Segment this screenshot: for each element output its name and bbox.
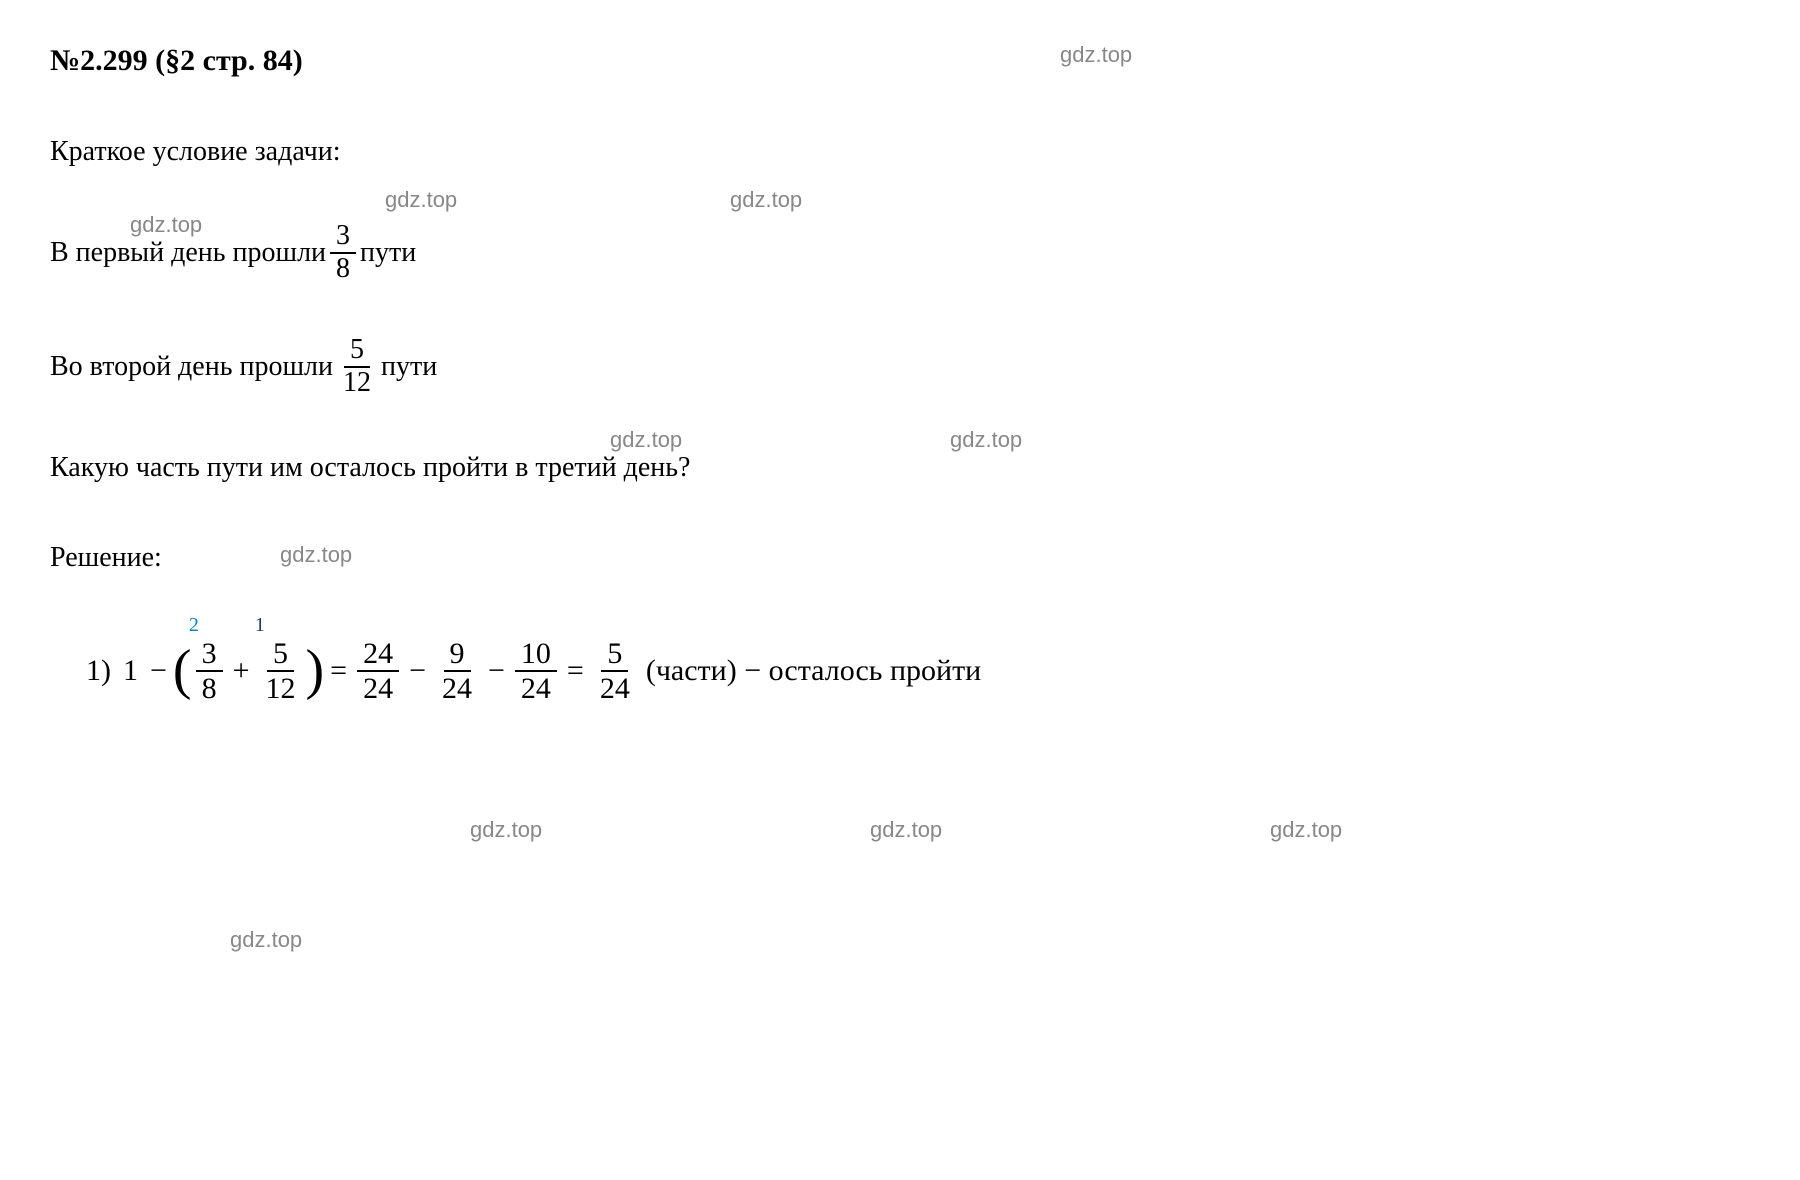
f3-num: 24 <box>357 637 399 672</box>
f1-den: 8 <box>196 672 223 705</box>
line1-denominator: 8 <box>330 254 356 285</box>
const-one: 1 <box>123 650 138 692</box>
fraction-1: 3 8 <box>196 637 223 705</box>
f1-num: 3 <box>196 637 223 672</box>
plus-op: + <box>233 650 250 692</box>
fraction-6: 5 24 <box>594 637 636 705</box>
equals-1: = <box>330 650 347 692</box>
open-paren: ( <box>173 648 192 693</box>
condition-line-2: Во второй день прошли 5 12 пути <box>50 335 1750 399</box>
fraction-5: 10 24 <box>515 637 557 705</box>
line2-denominator: 12 <box>337 368 377 399</box>
paren-group: 2 1 ( 3 8 + 5 12 ) <box>173 637 324 705</box>
note-blue: 2 <box>189 611 199 639</box>
minus-op-3: − <box>488 650 505 692</box>
f5-den: 24 <box>515 672 557 705</box>
f6-num: 5 <box>601 637 628 672</box>
minus-op-2: − <box>409 650 426 692</box>
equals-2: = <box>567 650 584 692</box>
watermark-text: gdz.top <box>1270 815 1342 846</box>
watermark-text: gdz.top <box>385 185 457 216</box>
question-text: Какую часть пути им осталось пройти в тр… <box>50 448 1750 487</box>
line2-fraction: 5 12 <box>337 335 377 399</box>
step-number: 1) <box>86 650 111 692</box>
line1-suffix: пути <box>360 233 416 272</box>
line2-numerator: 5 <box>344 335 370 368</box>
f6-den: 24 <box>594 672 636 705</box>
note-dark: 1 <box>255 611 265 639</box>
f2-den: 12 <box>260 672 302 705</box>
watermark-text: gdz.top <box>470 815 542 846</box>
line2-suffix: пути <box>381 347 437 386</box>
line1-fraction: 3 8 <box>330 221 356 285</box>
condition-line-1: В первый день прошли 3 8 пути <box>50 221 1750 285</box>
problem-title: №2.299 (§2 стр. 84) <box>50 40 1750 82</box>
line1-numerator: 3 <box>330 221 356 254</box>
units-text: (части) − осталось пройти <box>646 650 981 692</box>
watermark-text: gdz.top <box>730 185 802 216</box>
fraction-2: 5 12 <box>260 637 302 705</box>
f2-num: 5 <box>267 637 294 672</box>
f4-den: 24 <box>436 672 478 705</box>
f4-num: 9 <box>444 637 471 672</box>
watermark-text: gdz.top <box>230 925 302 956</box>
minus-op-1: − <box>150 650 167 692</box>
solution-label: Решение: <box>50 538 1750 577</box>
fraction-4: 9 24 <box>436 637 478 705</box>
watermark-text: gdz.top <box>870 815 942 846</box>
line2-prefix: Во второй день прошли <box>50 347 333 386</box>
f5-num: 10 <box>515 637 557 672</box>
section-label: Краткое условие задачи: <box>50 132 1750 171</box>
close-paren: ) <box>306 648 325 693</box>
fraction-3: 24 24 <box>357 637 399 705</box>
solution-equation: 1) 1 − 2 1 ( 3 8 + 5 12 ) = 24 24 − 9 24… <box>80 637 1750 705</box>
line1-prefix: В первый день прошли <box>50 233 326 272</box>
f3-den: 24 <box>357 672 399 705</box>
